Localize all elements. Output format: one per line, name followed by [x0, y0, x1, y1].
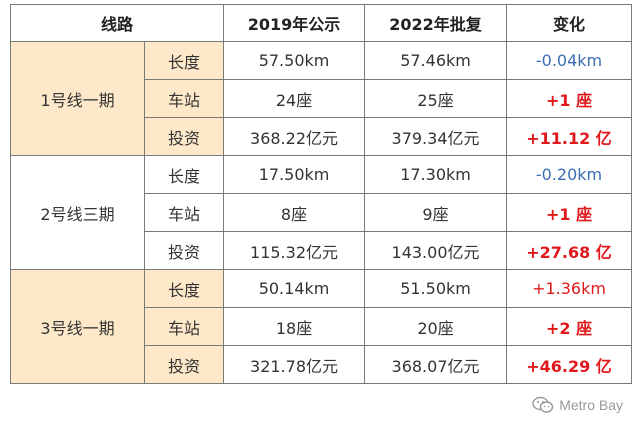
metric-label-cell: 长度 — [143, 269, 225, 308]
change-cell: +11.12 亿 — [506, 117, 633, 156]
value-2022-cell: 17.30km — [364, 155, 508, 194]
value-2019-cell: 24座 — [223, 79, 366, 118]
header-line: 线路 — [9, 4, 225, 42]
value-2022-cell: 379.34亿元 — [364, 117, 508, 156]
metric-label-cell: 长度 — [143, 41, 225, 80]
change-cell: +27.68 亿 — [506, 231, 633, 270]
table-row: 投资 115.32亿元 143.00亿元 +27.68 亿 — [11, 231, 633, 270]
value-2022-cell: 25座 — [364, 79, 508, 118]
table-row: 车站 8座 9座 +1 座 — [11, 193, 633, 232]
header-2022: 2022年批复 — [364, 4, 508, 42]
value-2019-cell: 8座 — [223, 193, 366, 232]
table-row: 2号线三期 长度 17.50km 17.30km -0.20km — [10, 155, 633, 270]
change-cell: +46.29 亿 — [506, 345, 633, 384]
value-2019-cell: 18座 — [223, 307, 366, 346]
metric-label-cell: 车站 — [143, 307, 225, 346]
metro-comparison-table: 线路 2019年公示 2022年批复 变化 1号线一期 长度 57.50km 57.4… — [9, 4, 633, 384]
value-2019-cell: 57.50km — [223, 41, 366, 80]
change-cell: -0.04km — [506, 41, 633, 80]
line-name-cell: 1号线一期 — [10, 41, 145, 156]
wechat-icon — [532, 396, 554, 414]
value-2019-cell: 17.50km — [223, 155, 366, 194]
table-row: 车站 18座 20座 +2 座 — [11, 307, 633, 346]
watermark-text: Metro Bay — [559, 397, 623, 413]
value-2019-cell: 368.22亿元 — [223, 117, 366, 156]
line-name-cell: 3号线一期 — [10, 269, 145, 384]
metric-label-cell: 投资 — [143, 231, 225, 270]
change-cell: +1 座 — [506, 193, 633, 232]
value-2022-cell: 20座 — [364, 307, 508, 346]
metric-label-cell: 长度 — [143, 155, 225, 194]
line-name-cell: 2号线三期 — [10, 155, 145, 270]
value-2019-cell: 115.32亿元 — [223, 231, 366, 270]
metric-label-cell: 投资 — [143, 345, 225, 384]
value-2022-cell: 143.00亿元 — [364, 231, 508, 270]
value-2022-cell: 57.46km — [364, 41, 508, 80]
table-row: 1号线一期 长度 57.50km 57.46km -0.04km — [10, 41, 633, 156]
header-2019: 2019年公示 — [223, 4, 366, 42]
watermark: Metro Bay — [532, 396, 623, 414]
value-2019-cell: 321.78亿元 — [223, 345, 366, 384]
table-row: 车站 24座 25座 +1 座 — [11, 79, 633, 118]
value-2022-cell: 51.50km — [364, 269, 508, 308]
metric-label-cell: 投资 — [143, 117, 225, 156]
value-2022-cell: 368.07亿元 — [364, 345, 508, 384]
header-row: 线路 2019年公示 2022年批复 变化 — [9, 4, 633, 42]
table-row: 投资 368.22亿元 379.34亿元 +11.12 亿 — [11, 117, 633, 156]
table-row: 投资 321.78亿元 368.07亿元 +46.29 亿 — [11, 345, 633, 384]
value-2019-cell: 50.14km — [223, 269, 366, 308]
metric-label-cell: 车站 — [143, 193, 225, 232]
change-cell: +1.36km — [506, 269, 633, 308]
table-row: 3号线一期 长度 50.14km 51.50km +1.36km — [10, 269, 633, 384]
change-cell: +2 座 — [506, 307, 633, 346]
change-cell: -0.20km — [506, 155, 633, 194]
value-2022-cell: 9座 — [364, 193, 508, 232]
header-change: 变化 — [506, 4, 633, 42]
table-body: 1号线一期 长度 57.50km 57.46km -0.04km 车站 24座 25座 +1 座… — [10, 41, 633, 384]
change-cell: +1 座 — [506, 79, 633, 118]
metric-label-cell: 车站 — [143, 79, 225, 118]
